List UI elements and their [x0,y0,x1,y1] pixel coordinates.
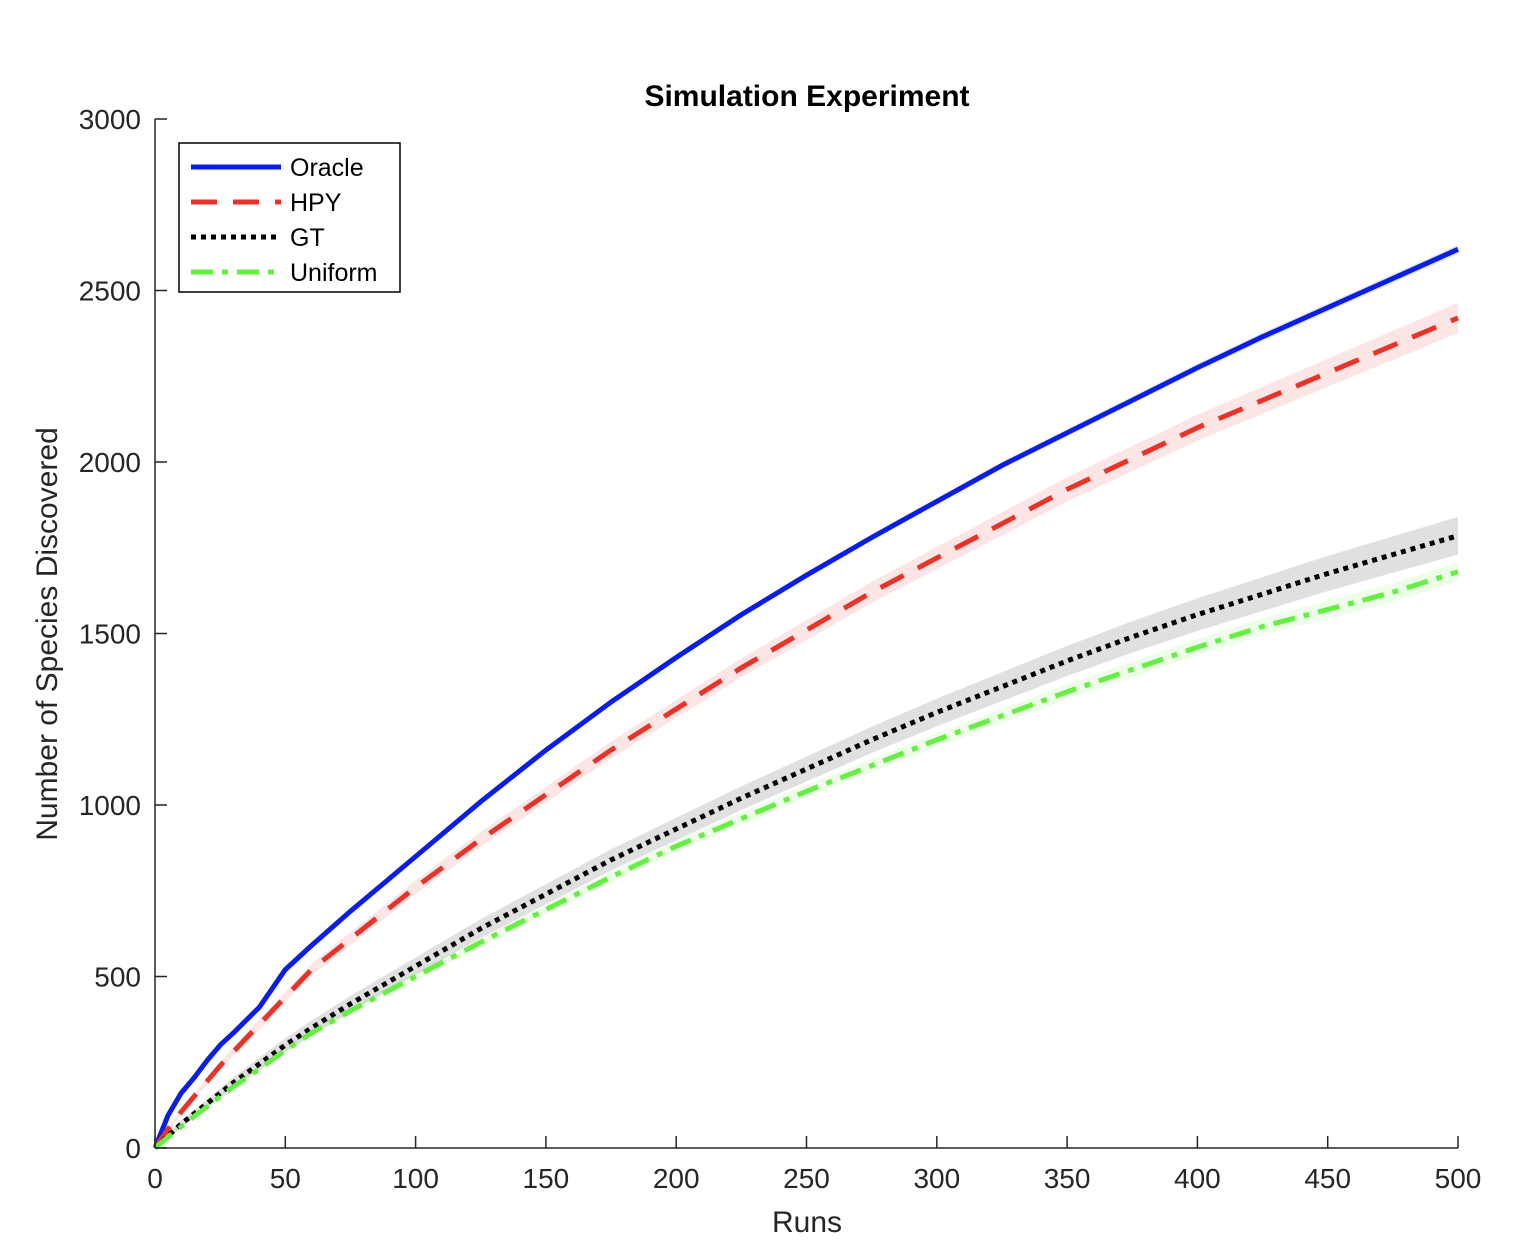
x-tick-label: 50 [270,1163,301,1194]
y-tick-label: 1500 [79,619,141,650]
y-tick-label: 1000 [79,790,141,821]
series-line-oracle [152,247,1460,1149]
legend-label-oracle: Oracle [290,154,364,182]
y-tick-label: 3000 [79,104,141,135]
x-axis-label: Runs [772,1206,842,1239]
x-tick-label: 350 [1044,1163,1091,1194]
x-tick-label: 300 [913,1163,960,1194]
x-tick-label: 250 [783,1163,830,1194]
chart-title: Simulation Experiment [644,80,969,113]
legend-label-uniform: Uniform [290,259,378,287]
x-tick-label: 500 [1435,1163,1482,1194]
x-tick-label: 400 [1174,1163,1221,1194]
y-tick-label: 2500 [79,276,141,307]
x-tick-label: 450 [1304,1163,1351,1194]
x-tick-label: 100 [392,1163,439,1194]
y-axis-label: Number of Species Discovered [31,427,64,841]
series-line-uniform [153,569,1459,1150]
confidence-bands [155,244,1458,1149]
band-gt [155,516,1458,1148]
x-tick-label: 150 [523,1163,570,1194]
x-tick-label: 200 [653,1163,700,1194]
legend-label-gt: GT [290,224,325,252]
axes: 0 50 100 150 200 250 300 350 400 450 500 0 500 1000 15… [79,104,1482,1194]
x-tick-label: 0 [147,1163,163,1194]
y-tick-label: 0 [125,1133,141,1164]
y-tick-label: 2000 [79,447,141,478]
series-lines [152,247,1460,1150]
series-line-gt [153,533,1459,1150]
legend-label-hpy: HPY [290,189,342,217]
series-line-hpy [152,315,1459,1150]
y-tick-label: 500 [94,962,141,993]
legend: Oracle HPY GT Uniform [178,142,401,293]
